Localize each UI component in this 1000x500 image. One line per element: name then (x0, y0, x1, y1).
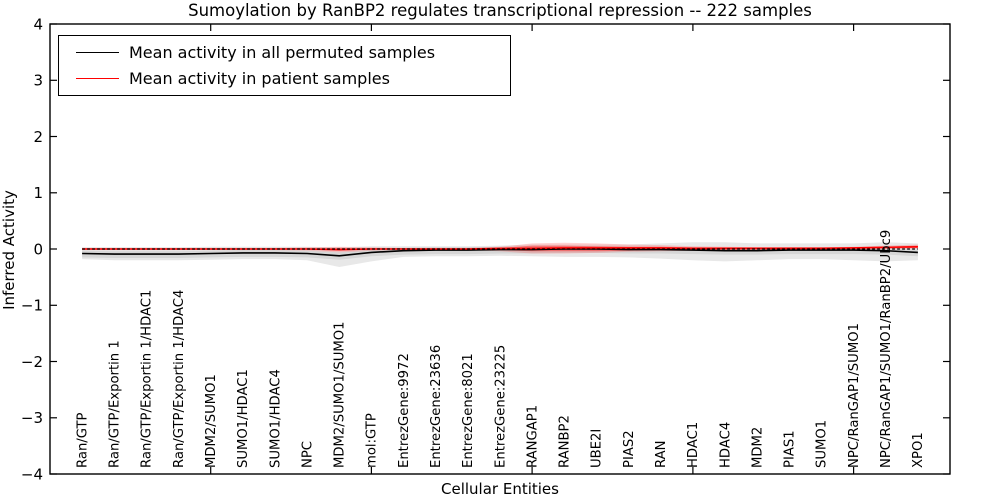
category-label: Ran/GTP/Exportin 1/HDAC1 (140, 290, 155, 468)
category-label: SUMO1/HDAC1 (236, 369, 251, 468)
category-label: EntrezGene:8021 (461, 353, 476, 468)
category-label: EntrezGene:9972 (397, 353, 412, 468)
legend-line-red (76, 77, 119, 79)
y-tick-label: 4 (33, 15, 43, 33)
legend-line-black (76, 52, 119, 54)
category-label: MDM2/SUMO1 (204, 374, 219, 468)
category-label: RAN (654, 440, 669, 468)
x-axis-label: Cellular Entities (441, 480, 559, 498)
category-label: SUMO1/HDAC4 (268, 369, 283, 468)
y-tick-label: 2 (33, 128, 43, 146)
category-label: NPC/RanGAP1/SUMO1/RanBP2/Ubc9 (879, 230, 894, 468)
category-label: NPC (300, 441, 315, 468)
category-label: NPC/RanGAP1/SUMO1 (847, 323, 862, 468)
category-label: mol:GTP (365, 413, 380, 468)
category-label: MDM2/SUMO1/SUMO1 (333, 321, 348, 468)
legend: Mean activity in all permuted samples Me… (58, 35, 511, 96)
category-label: XPO1 (911, 432, 926, 468)
category-label: PIAS1 (783, 430, 798, 468)
category-label: Ran/GTP/Exportin 1 (108, 340, 123, 468)
category-label: HDAC1 (686, 422, 701, 468)
y-tick-label: 1 (33, 184, 43, 202)
legend-label: Mean activity in patient samples (129, 68, 390, 88)
category-label: UBE2I (590, 429, 605, 468)
y-tick-label: −3 (21, 409, 43, 427)
category-label: HDAC4 (718, 422, 733, 468)
category-label: RANBP2 (558, 415, 573, 468)
y-tick-label: −1 (21, 297, 43, 315)
category-label: Ran/GTP/Exportin 1/HDAC4 (172, 290, 187, 468)
y-tick-label: −2 (21, 353, 43, 371)
y-tick-label: −4 (21, 465, 43, 483)
category-label: MDM2 (750, 427, 765, 468)
category-label: SUMO1 (815, 420, 830, 468)
category-label: RANGAP1 (525, 405, 540, 468)
legend-entry-patient: Mean activity in patient samples (59, 69, 510, 88)
legend-label: Mean activity in all permuted samples (129, 43, 436, 63)
y-tick-label: 3 (33, 72, 43, 90)
category-label: EntrezGene:23225 (493, 345, 508, 468)
series-line-0 (82, 248, 918, 257)
legend-entry-permuted: Mean activity in all permuted samples (59, 43, 510, 62)
category-label: PIAS2 (622, 430, 637, 468)
category-label: EntrezGene:23636 (429, 345, 444, 468)
chart-title: Sumoylation by RanBP2 regulates transcri… (188, 1, 812, 20)
category-label: Ran/GTP (75, 412, 90, 468)
y-tick-label: 0 (33, 240, 43, 258)
